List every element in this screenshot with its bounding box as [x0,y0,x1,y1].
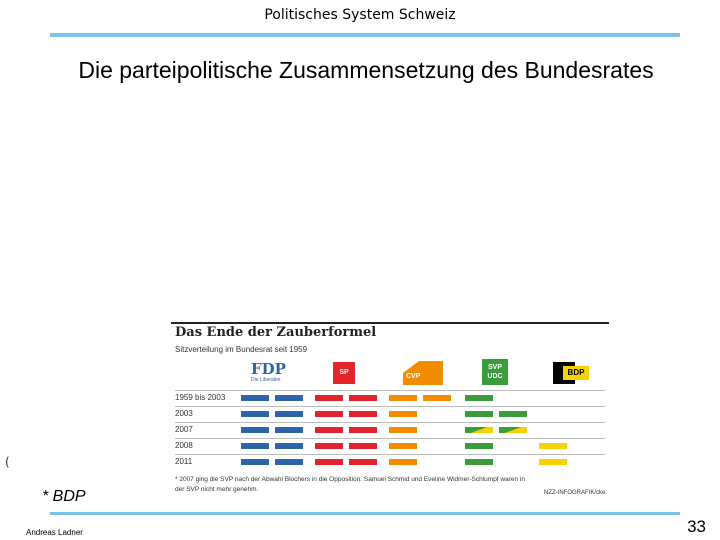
row-divider [175,422,605,423]
seat-bdp [539,459,567,465]
seat-svp [499,411,527,417]
infographic-source: NZZ-INFOGRAFIK/cke. [544,490,607,496]
seat-fdp [241,395,269,401]
top-divider [50,33,680,37]
logo-cvp: CVP [403,361,443,385]
logo-fdp-sub: Die Liberalen [251,377,281,383]
infographic-note: * 2007 ging die SVP nach der Abwahl Bloc… [175,476,525,493]
seat-svp [465,395,493,401]
seat-fdp [241,443,269,449]
author-name: Andreas Ladner [26,528,83,537]
logo-bdp-text: BDP [563,366,589,380]
row-label: 2008 [175,441,193,450]
seat-sp [315,411,343,417]
seat-fdp [275,443,303,449]
seat-svp [465,411,493,417]
seat-svp [465,427,493,433]
stray-parenthesis: ( [5,455,10,469]
seat-sp [315,427,343,433]
seat-sp [349,395,377,401]
bottom-divider [50,512,680,515]
row-divider [175,454,605,455]
seat-fdp [241,427,269,433]
infographic: Das Ende der Zauberformel Sitzverteilung… [171,320,611,504]
seat-sp [349,443,377,449]
seat-cvp [389,395,417,401]
row-label: 2007 [175,425,193,434]
seat-fdp [241,459,269,465]
page-number: 33 [687,517,706,536]
seat-cvp [389,459,417,465]
seat-fdp [241,411,269,417]
infographic-subtitle: Sitzverteilung im Bundesrat seit 1959 [175,345,308,354]
row-label: 2003 [175,409,193,418]
logo-fdp-text: FDP [251,360,286,378]
header-title: Politisches System Schweiz [264,7,456,23]
row-divider [175,390,605,391]
seat-cvp [389,443,417,449]
seat-cvp [389,411,417,417]
seat-sp [349,459,377,465]
seat-sp [315,459,343,465]
seat-svp [465,459,493,465]
row-label: 1959 bis 2003 [175,393,226,402]
logo-svp: SVP UDC [482,359,508,385]
seat-svp [465,443,493,449]
seat-sp [315,395,343,401]
row-divider [175,406,605,407]
seat-sp [315,443,343,449]
seat-bdp [539,443,567,449]
logo-fdp: FDP Die Liberalen [251,362,301,386]
seat-svp [499,427,527,433]
seat-fdp [275,411,303,417]
infographic-top-line [171,322,609,324]
seat-cvp [423,395,451,401]
row-label: 2011 [175,457,193,466]
seat-sp [349,411,377,417]
slide-title: Die parteipolitische Zusammensetzung des… [78,57,654,83]
infographic-title: Das Ende der Zauberformel [175,325,377,340]
seat-fdp [275,459,303,465]
seat-sp [349,427,377,433]
footnote-bdp: * BDP [42,488,86,505]
row-divider [175,438,605,439]
logo-bdp: BDP [553,362,589,384]
logo-sp: SP [333,362,355,384]
seat-fdp [275,395,303,401]
seat-cvp [389,427,417,433]
seat-fdp [275,427,303,433]
